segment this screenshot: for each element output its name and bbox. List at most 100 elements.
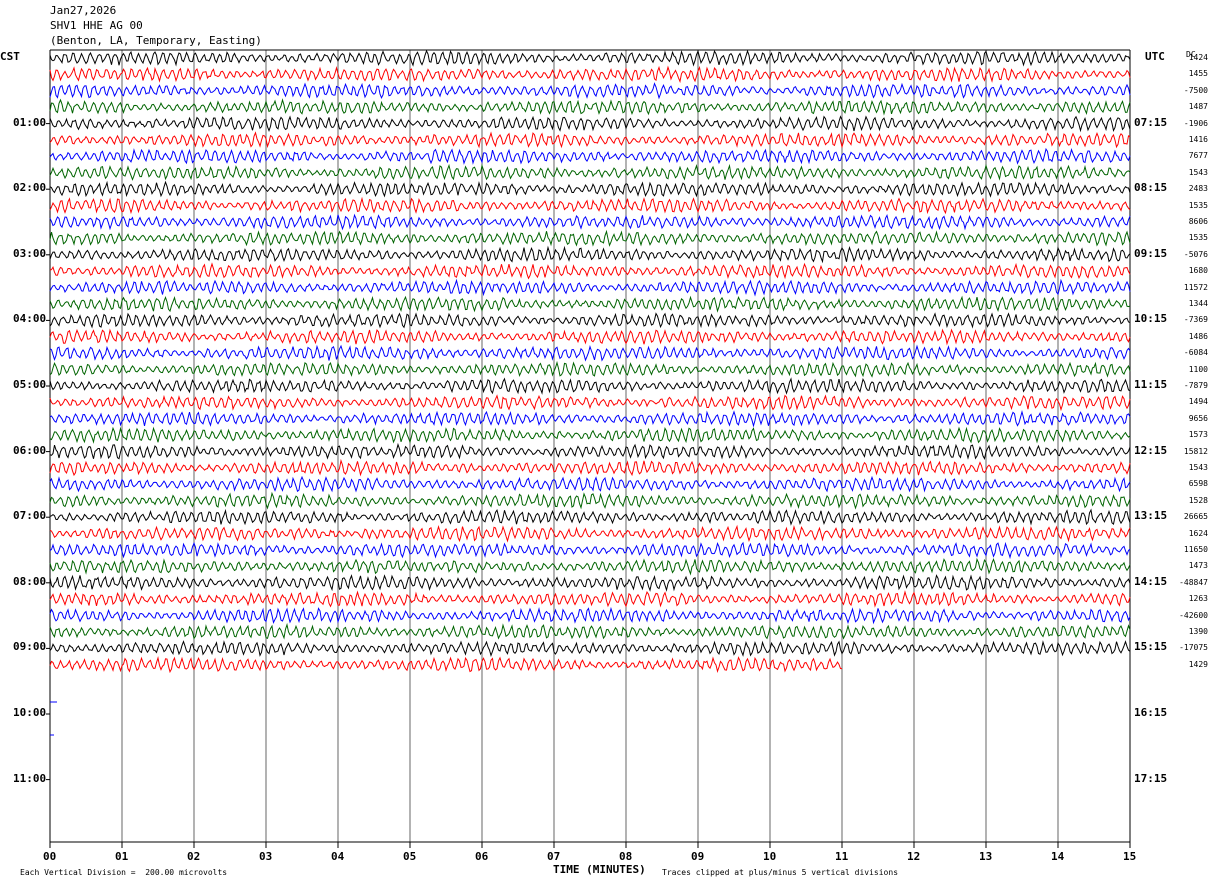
seismic-trace <box>49 360 1131 378</box>
dc-offset-label: -42600 <box>1179 610 1208 620</box>
dc-offset-label: 1535 <box>1188 200 1208 210</box>
x-tick-label: 05 <box>403 850 417 863</box>
seismic-trace <box>49 606 1131 625</box>
seismic-trace <box>49 98 1131 116</box>
dc-offset-label: -7369 <box>1183 315 1208 325</box>
dc-offset-label: 1528 <box>1188 495 1208 505</box>
dc-offset-label: 1543 <box>1188 167 1208 177</box>
dc-offset-label: 2483 <box>1188 184 1208 194</box>
dc-offset-label: 1263 <box>1188 594 1208 604</box>
left-hour-label: 10:00 <box>13 706 47 719</box>
seismic-trace <box>49 131 1131 149</box>
x-tick-label: 11 <box>835 850 849 863</box>
left-hour-label: 11:00 <box>13 771 47 785</box>
seismic-trace <box>49 409 1131 428</box>
dc-offset-label: 11572 <box>1183 282 1208 292</box>
dc-offset-label: 1535 <box>1188 233 1208 243</box>
x-tick-label: 14 <box>1051 850 1065 863</box>
dc-offset-label: 6598 <box>1188 479 1208 489</box>
dc-offset-label: -7500 <box>1183 85 1208 95</box>
x-tick-label: 02 <box>187 850 201 863</box>
dc-offset-label: 1487 <box>1188 102 1208 112</box>
right-hour-label: 12:15 <box>1134 443 1168 457</box>
dc-offset-label: -48847 <box>1179 577 1208 587</box>
dc-offset-label: 1455 <box>1188 69 1208 79</box>
seismic-trace <box>49 458 1131 477</box>
x-tick-label: 04 <box>331 850 345 863</box>
seismic-trace <box>49 590 1131 608</box>
right-hour-label: 16:15 <box>1134 706 1168 719</box>
clip-note: Traces clipped at plus/minus 5 vertical … <box>662 868 899 877</box>
x-axis-title: TIME (MINUTES) <box>553 863 646 876</box>
seismic-trace <box>49 196 1131 215</box>
header-station: SHV1 HHE AG 00 <box>50 19 143 32</box>
x-tick-label: 15 <box>1123 850 1137 863</box>
dc-offset-label: -6084 <box>1183 348 1208 358</box>
right-hour-label: 08:15 <box>1134 181 1168 195</box>
seismic-trace <box>49 442 1131 460</box>
dc-offset-label: 1429 <box>1188 659 1208 669</box>
seismic-trace <box>49 180 1131 198</box>
dc-offset-label: 9656 <box>1188 413 1208 423</box>
header-location: (Benton, LA, Temporary, Easting) <box>50 34 262 47</box>
dc-offset-label: 15812 <box>1183 446 1208 456</box>
x-tick-label: 06 <box>475 850 489 863</box>
x-tick-label: 13 <box>979 850 993 863</box>
left-hour-label: 02:00 <box>13 181 47 195</box>
header-date: Jan27,2026 <box>50 4 117 17</box>
x-tick-label: 09 <box>691 850 705 863</box>
x-tick-label: 00 <box>43 850 57 863</box>
seismic-trace <box>49 229 1131 247</box>
seismic-trace <box>49 115 1131 133</box>
dc-offset-label: 1573 <box>1188 430 1208 440</box>
seismic-trace <box>49 312 1131 329</box>
dc-offset-label: 1543 <box>1188 463 1208 472</box>
left-hour-label: 07:00 <box>13 509 47 523</box>
seismic-trace <box>49 344 1131 362</box>
dc-offset-label: 7677 <box>1188 151 1208 161</box>
dc-offset-label: 8606 <box>1188 217 1208 226</box>
right-timezone-label: UTC <box>1145 50 1165 63</box>
dc-offset-label: -7879 <box>1183 381 1208 390</box>
right-hour-label: 13:15 <box>1134 509 1168 523</box>
seismic-trace <box>49 49 1131 67</box>
seismic-trace <box>49 147 1131 165</box>
dc-offset-label: 1494 <box>1188 397 1208 407</box>
x-tick-label: 12 <box>907 850 921 863</box>
seismic-trace <box>49 295 1131 313</box>
seismic-trace <box>49 82 1131 100</box>
left-hour-label: 09:00 <box>13 640 47 654</box>
right-hour-label: 11:15 <box>1134 378 1168 391</box>
right-hour-label: 09:15 <box>1134 246 1168 260</box>
seismic-trace <box>49 245 1131 264</box>
right-hour-label: 15:15 <box>1134 640 1168 654</box>
seismic-trace <box>49 640 1131 658</box>
left-hour-label: 08:00 <box>13 574 47 588</box>
dc-offset-label: 1486 <box>1188 331 1208 341</box>
seismic-trace <box>49 426 1131 444</box>
dc-offset-label: 1344 <box>1188 299 1208 308</box>
dc-offset-label: 1680 <box>1188 266 1208 276</box>
dc-offset-label: -1906 <box>1183 118 1208 128</box>
seismic-trace <box>49 622 1131 640</box>
seismic-trace <box>49 524 1131 543</box>
right-hour-label: 10:15 <box>1134 312 1168 326</box>
seismic-trace <box>49 491 1131 510</box>
seismic-trace <box>49 377 1131 395</box>
seismic-trace <box>49 656 843 674</box>
seismic-trace <box>49 278 1131 297</box>
left-hour-label: 04:00 <box>13 312 47 326</box>
x-tick-label: 07 <box>547 850 561 863</box>
seismic-trace <box>49 394 1131 412</box>
right-hour-label: 17:15 <box>1134 771 1168 785</box>
dc-offset-label: 1390 <box>1188 627 1208 636</box>
dc-offset-label: 1424 <box>1188 53 1208 62</box>
seismic-trace <box>49 262 1131 280</box>
dc-offset-label: 1624 <box>1188 528 1208 538</box>
left-hour-label: 06:00 <box>13 443 47 457</box>
seismic-trace <box>49 508 1131 526</box>
seismic-trace <box>49 557 1131 576</box>
dc-offset-label: 1473 <box>1188 561 1208 571</box>
dc-column-label: DC <box>1186 50 1196 59</box>
seismic-trace <box>49 574 1131 592</box>
